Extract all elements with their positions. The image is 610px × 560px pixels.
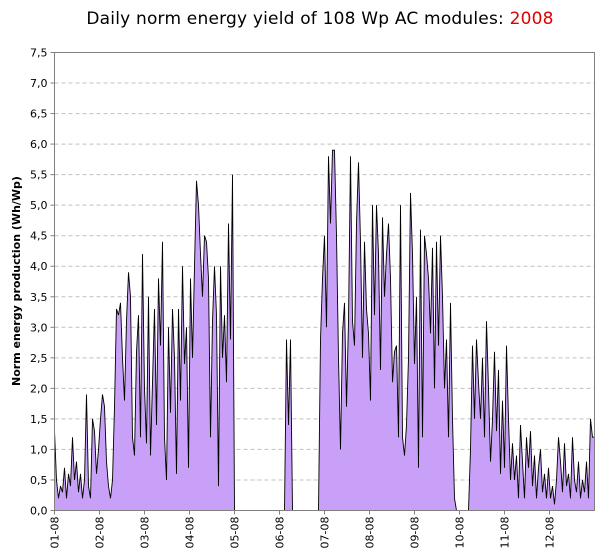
- y-tick-label: 4,5: [30, 230, 48, 243]
- x-tick-label: 04-08: [184, 517, 197, 549]
- y-tick-label: 0,5: [30, 474, 48, 487]
- series-line: [54, 149, 595, 511]
- y-tick-label: 2,5: [30, 352, 48, 365]
- series-area: [54, 150, 595, 511]
- y-tick-label: 6,5: [30, 108, 48, 121]
- x-tick-label: 05-08: [229, 517, 242, 549]
- y-tick-label: 3,0: [30, 321, 48, 334]
- y-tick-label: 5,5: [30, 169, 48, 182]
- y-tick-label: 6,0: [30, 138, 48, 151]
- y-tick-label: 1,5: [30, 413, 48, 426]
- x-tick-label: 12-08: [544, 517, 557, 549]
- y-tick-label: 5,0: [30, 199, 48, 212]
- y-tick-label: 2,0: [30, 382, 48, 395]
- y-tick-label: 7,0: [30, 77, 48, 90]
- plot-series: [54, 149, 595, 511]
- chart-title-year: 2008: [509, 9, 554, 29]
- x-tick-label: 09-08: [409, 517, 422, 549]
- y-tick-label: 3,5: [30, 291, 48, 304]
- x-tick-label: 03-08: [139, 517, 152, 549]
- y-tick-label: 4,0: [30, 260, 48, 273]
- chart-title-text: Daily norm energy yield of 108 Wp AC mod…: [86, 9, 504, 29]
- y-tick-label: 7,5: [30, 47, 48, 60]
- x-tick-label: 01-08: [49, 517, 62, 549]
- x-axis-ticks: 01-08 02-08 03-08 04-08 05-08 06-08 07-08 08-08…: [49, 510, 557, 549]
- x-tick-label: 07-08: [319, 517, 332, 549]
- x-tick-label: 08-08: [364, 517, 377, 549]
- chart-title: Daily norm energy yield of 108 Wp AC mod…: [0, 9, 610, 29]
- y-tick-label: 1,0: [30, 443, 48, 456]
- y-tick-label: 0,0: [30, 505, 48, 518]
- y-axis-label: Norm energy production (Wh/Wp): [10, 176, 23, 386]
- y-axis-ticks: 0,0 0,5 1,0 1,5 2,0 2,5 3,0 3,5 4,0 4,5 5,0 5,5 6,0 6…: [30, 47, 55, 518]
- x-tick-label: 02-08: [94, 517, 107, 549]
- x-tick-label: 11-08: [499, 517, 512, 549]
- x-tick-label: 10-08: [454, 517, 467, 549]
- x-tick-label: 06-08: [274, 517, 287, 549]
